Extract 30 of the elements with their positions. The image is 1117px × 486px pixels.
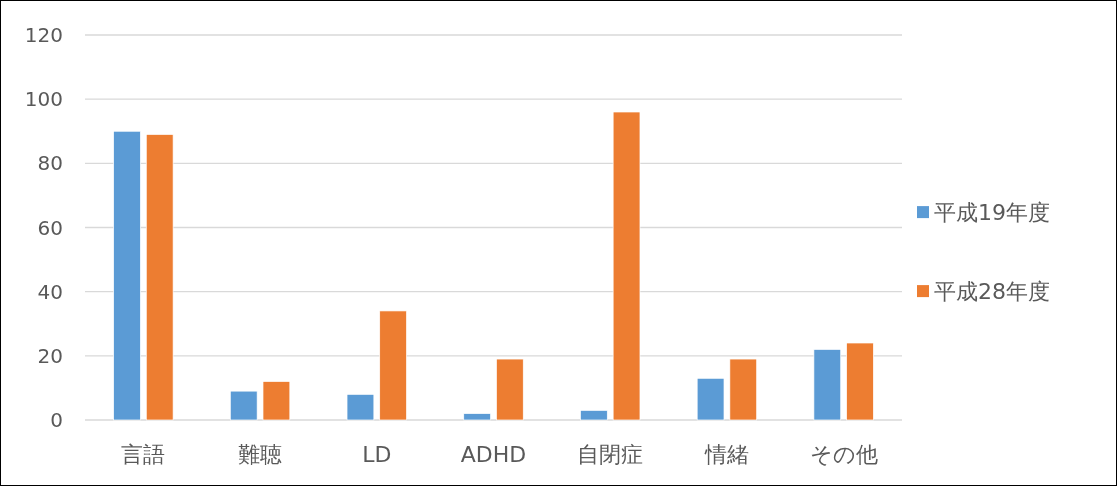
bar: [696, 377, 725, 421]
bar: [846, 342, 874, 421]
y-tick-label: 100: [24, 87, 63, 112]
bar: [262, 381, 291, 421]
bar: [346, 393, 375, 421]
bar: [496, 358, 524, 421]
x-tick-label: 情緒: [703, 442, 749, 467]
x-tick-label: ADHD: [460, 442, 527, 467]
x-tick-label: 言語: [121, 442, 166, 467]
bar: [229, 390, 258, 421]
bar: [463, 413, 491, 421]
y-tick-label: 0: [50, 408, 63, 432]
bar: [813, 349, 842, 421]
y-tick-label: 60: [37, 215, 63, 240]
x-tick-label: その他: [809, 442, 878, 467]
y-tick-label: 120: [24, 23, 63, 47]
bar: [379, 310, 407, 421]
y-tick-label: 20: [37, 343, 63, 368]
x-tick-label: 自閉症: [577, 442, 644, 467]
x-tick-label: 難聴: [238, 442, 283, 467]
bar: [580, 410, 608, 421]
legend-label: 平成19年度: [934, 199, 1050, 225]
bar: [113, 130, 141, 421]
bar: [729, 358, 758, 421]
x-tick-label: LD: [362, 442, 392, 467]
bar: [145, 134, 174, 421]
bar: [612, 111, 641, 421]
y-tick-label: 40: [37, 279, 63, 304]
legend-label: 平成28年度: [934, 278, 1050, 304]
y-tick-label: 80: [37, 151, 63, 176]
